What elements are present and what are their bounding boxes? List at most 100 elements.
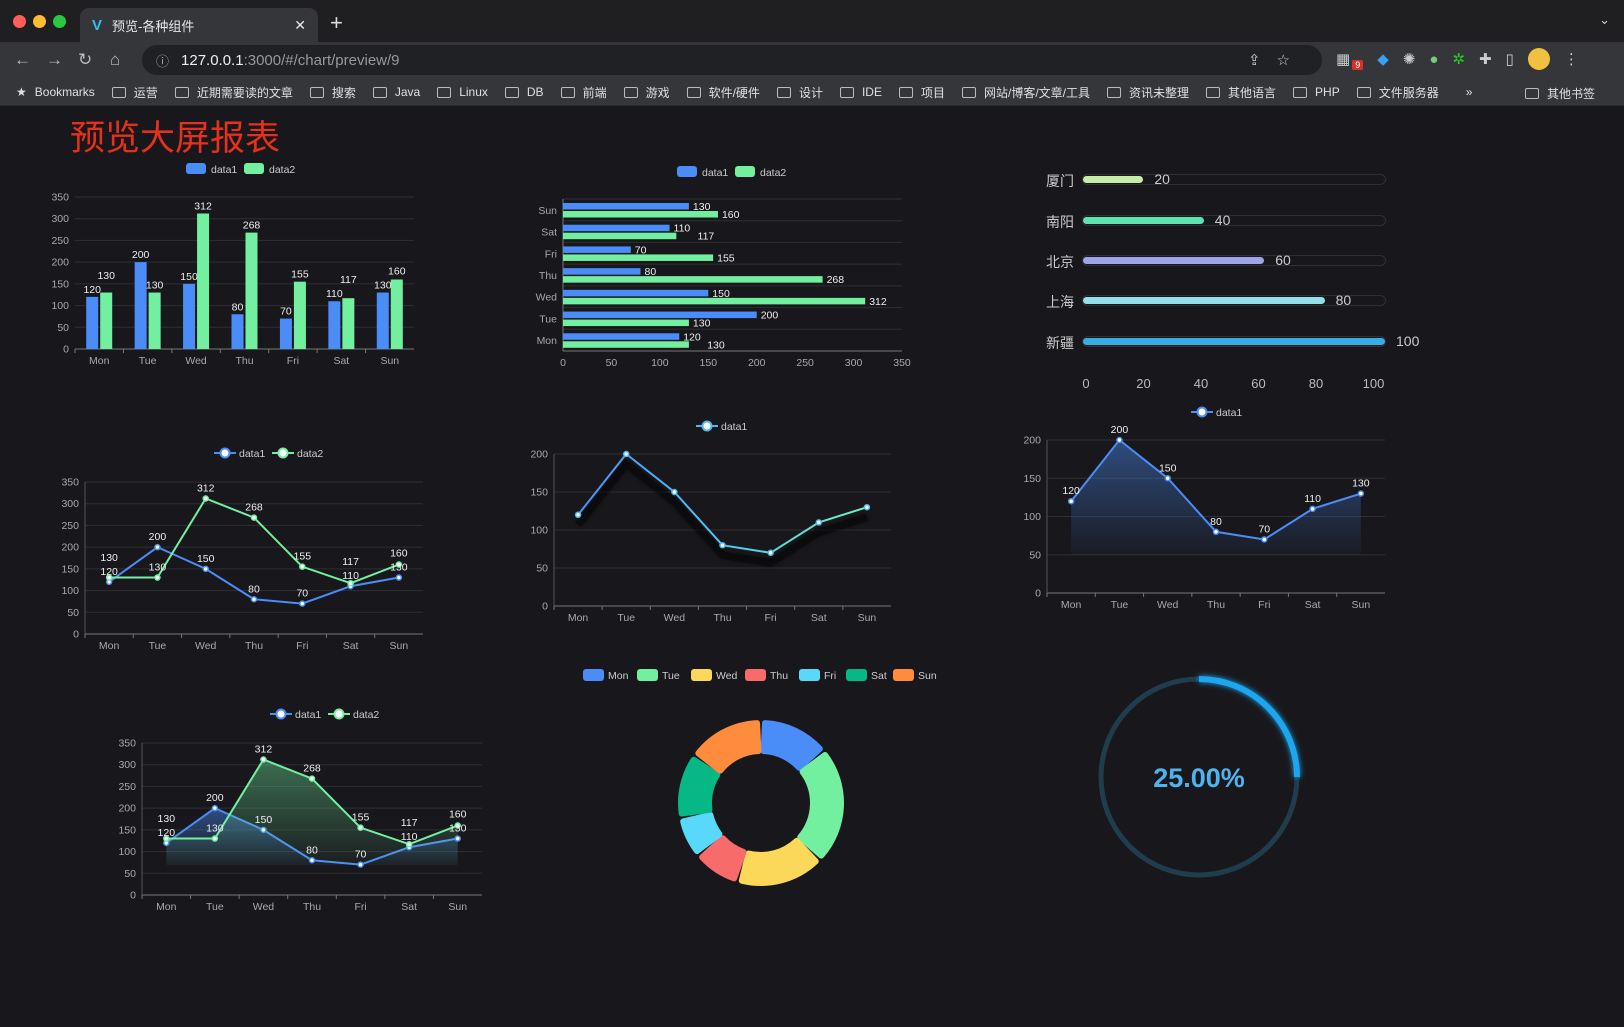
site-info-icon[interactable]: ⓘ bbox=[156, 53, 170, 69]
data-point-data1[interactable] bbox=[211, 804, 219, 812]
legend-item-Sat[interactable] bbox=[846, 669, 867, 681]
bar-data1[interactable] bbox=[563, 246, 631, 253]
data-point-data2[interactable] bbox=[308, 775, 316, 782]
extension-icon[interactable]: ▦ bbox=[1336, 51, 1351, 68]
bar-data2[interactable] bbox=[563, 232, 677, 240]
data-point-data1[interactable] bbox=[767, 549, 774, 557]
legend-item-data1[interactable] bbox=[270, 708, 292, 720]
side-panel-icon[interactable]: ▯ bbox=[1505, 51, 1514, 68]
bar-data1[interactable] bbox=[563, 224, 670, 232]
bookmark-folder[interactable]: 文件服务器 bbox=[1356, 84, 1439, 101]
data-point-data2[interactable] bbox=[250, 514, 258, 521]
bar-data1[interactable] bbox=[86, 296, 99, 349]
menu-kebab-icon[interactable]: ⋮ bbox=[1563, 51, 1579, 68]
data-point-data1[interactable] bbox=[299, 600, 306, 607]
donut-slice-Mon[interactable] bbox=[760, 720, 823, 771]
data-point-data2[interactable] bbox=[357, 824, 364, 831]
data-point-data1[interactable] bbox=[719, 541, 726, 549]
data-point-data2[interactable] bbox=[347, 579, 354, 587]
back-icon[interactable]: ← bbox=[14, 50, 31, 69]
maximize-window-button[interactable] bbox=[53, 15, 66, 28]
legend-item-data2[interactable] bbox=[328, 708, 350, 720]
forward-icon[interactable]: → bbox=[46, 50, 63, 69]
browser-tab[interactable]: V 预览-各种组件 ✕ bbox=[80, 8, 318, 42]
data-point-data1[interactable] bbox=[1067, 497, 1075, 505]
data-point-data1[interactable] bbox=[574, 511, 582, 519]
extension-circle-icon[interactable]: ● bbox=[1429, 50, 1439, 68]
bar-data1[interactable] bbox=[563, 333, 680, 340]
bookmark-folder[interactable]: 网站/博客/文章/工具 bbox=[961, 84, 1090, 101]
address-bar[interactable]: ⓘ 127.0.0.1 :3000/#/chart/preview/9 ⇪☆ bbox=[142, 45, 1322, 75]
bookmark-folder[interactable]: 运营 bbox=[111, 84, 158, 101]
donut-slice-Fri[interactable] bbox=[680, 811, 723, 855]
bar-data1[interactable] bbox=[231, 314, 244, 349]
data-point-data1[interactable] bbox=[815, 519, 823, 526]
bar-data2[interactable] bbox=[100, 292, 113, 349]
data-point-data1[interactable] bbox=[250, 596, 258, 603]
legend-item-Wed[interactable] bbox=[691, 669, 712, 681]
bar-data2[interactable] bbox=[148, 292, 161, 349]
bookmarks-overflow[interactable]: » bbox=[1465, 85, 1473, 99]
bookmark-folder[interactable]: 其他语言 bbox=[1206, 84, 1276, 101]
data-point-data2[interactable] bbox=[163, 835, 170, 842]
data-point-data1[interactable] bbox=[395, 574, 403, 581]
legend-item-data2[interactable] bbox=[735, 166, 755, 177]
bookmark-folder[interactable]: Java bbox=[372, 84, 420, 101]
data-point-data1[interactable] bbox=[863, 503, 871, 511]
extensions-puzzle-icon[interactable]: ✚ bbox=[1478, 51, 1492, 68]
bar-data2[interactable] bbox=[197, 213, 210, 349]
legend-item-data2[interactable] bbox=[272, 447, 294, 459]
data-point-data2[interactable] bbox=[395, 561, 403, 568]
close-tab-icon[interactable]: ✕ bbox=[294, 16, 306, 33]
bar-data1[interactable] bbox=[563, 289, 709, 297]
bookmark-folder[interactable]: 项目 bbox=[898, 84, 945, 101]
bar-data2[interactable] bbox=[563, 254, 714, 261]
donut-slice-Wed[interactable] bbox=[738, 837, 819, 886]
bookmark-folder[interactable]: PHP bbox=[1293, 84, 1340, 101]
reload-icon[interactable]: ↻ bbox=[78, 50, 93, 69]
bookmark-folder[interactable]: Linux bbox=[437, 84, 488, 101]
bookmark-folder[interactable]: 设计 bbox=[776, 84, 823, 101]
bookmark-folder[interactable]: 前端 bbox=[560, 84, 607, 101]
donut-slice-Sat[interactable] bbox=[678, 756, 721, 817]
profile-avatar[interactable] bbox=[1527, 48, 1550, 70]
legend-item-data1[interactable] bbox=[677, 166, 697, 177]
data-point-data2[interactable] bbox=[299, 563, 306, 570]
data-point-data2[interactable] bbox=[405, 840, 413, 848]
bar-data2[interactable] bbox=[563, 276, 823, 283]
legend-item-Thu[interactable] bbox=[745, 669, 766, 681]
bar-data2[interactable] bbox=[563, 297, 866, 305]
legend-item-Fri[interactable] bbox=[799, 669, 820, 681]
bar-data1[interactable] bbox=[563, 268, 641, 275]
bookmark-folder[interactable]: 搜索 bbox=[309, 84, 356, 101]
bookmark-folder[interactable]: DB bbox=[504, 84, 544, 101]
data-point-data1[interactable] bbox=[1357, 490, 1365, 497]
donut-slice-Sun[interactable] bbox=[695, 720, 762, 774]
data-point-data1[interactable] bbox=[622, 450, 630, 458]
bar-data1[interactable] bbox=[563, 203, 689, 210]
close-window-button[interactable] bbox=[13, 15, 26, 28]
bookmark-folder[interactable]: 近期需要读的文章 bbox=[174, 84, 293, 101]
bar-data1[interactable] bbox=[328, 301, 341, 349]
donut-slice-Tue[interactable] bbox=[797, 751, 844, 859]
legend-item-data2[interactable] bbox=[244, 163, 264, 174]
data-point-data1[interactable] bbox=[1212, 528, 1220, 536]
legend-item-data1[interactable] bbox=[186, 163, 206, 174]
other-bookmarks[interactable]: 其他书签 bbox=[1524, 85, 1595, 102]
data-point-data2[interactable] bbox=[454, 822, 461, 829]
legend-item-Mon[interactable] bbox=[583, 669, 604, 681]
extension-diamond-icon[interactable]: ◆ bbox=[1377, 51, 1389, 68]
data-point-data1[interactable] bbox=[671, 488, 678, 496]
legend-item-data1[interactable] bbox=[696, 420, 718, 432]
data-point-data1[interactable] bbox=[202, 565, 209, 573]
legend-item-data1[interactable] bbox=[1191, 406, 1213, 418]
new-tab-button[interactable]: + bbox=[330, 10, 343, 35]
data-point-data2[interactable] bbox=[202, 495, 209, 502]
donut-slice-Thu[interactable] bbox=[699, 835, 747, 882]
data-point-data2[interactable] bbox=[105, 574, 113, 581]
data-point-data1[interactable] bbox=[1116, 436, 1123, 444]
tab-search-chevron-icon[interactable]: ⌄ bbox=[1599, 12, 1610, 27]
data-point-data1[interactable] bbox=[1164, 475, 1171, 482]
share-icon[interactable]: ⇪ bbox=[1247, 52, 1277, 69]
bar-data2[interactable] bbox=[563, 211, 718, 218]
